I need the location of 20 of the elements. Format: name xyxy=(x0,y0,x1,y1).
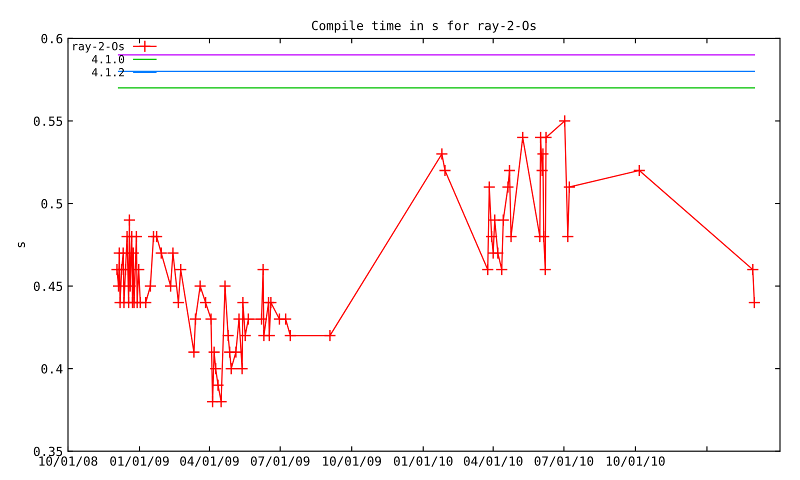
legend-label: 4.1.2 xyxy=(92,68,124,76)
y-tick-label: 0.6 xyxy=(41,34,62,44)
x-tick-label: 01/01/10 xyxy=(394,456,453,467)
legend-label: 4.1.0 xyxy=(92,55,124,64)
y-tick-label: 0.35 xyxy=(34,446,62,456)
y-tick-label: 0.5 xyxy=(41,199,62,208)
x-tick-label: 10/01/10 xyxy=(606,456,665,467)
x-tick-label: 04/01/09 xyxy=(180,456,239,467)
y-tick-label: 0.4 xyxy=(41,364,63,374)
y-tick-label: 0.45 xyxy=(34,282,62,292)
y-tick-label: 0.55 xyxy=(34,116,62,126)
x-tick-label: 07/01/10 xyxy=(534,456,594,467)
x-tick-label: 10/01/08 xyxy=(39,456,98,467)
x-tick-label: 01/01/09 xyxy=(110,456,169,467)
y-axis-title: s xyxy=(18,242,26,248)
chart-title: Compile time in s for ray-2-Os xyxy=(312,20,536,33)
legend-label: ray-2-Os xyxy=(73,42,124,53)
x-tick-label: 07/01/09 xyxy=(250,456,310,467)
x-tick-label: 04/01/10 xyxy=(464,456,522,467)
x-tick-label: 10/01/09 xyxy=(323,456,381,467)
